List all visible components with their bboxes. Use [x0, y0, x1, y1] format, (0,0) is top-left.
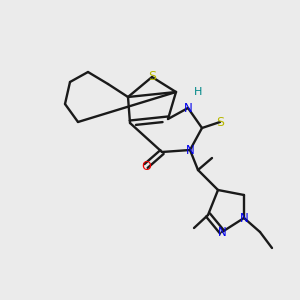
- Text: H: H: [194, 87, 202, 97]
- Text: S: S: [148, 70, 156, 83]
- Text: N: N: [218, 226, 226, 238]
- Text: N: N: [184, 101, 192, 115]
- Text: O: O: [141, 160, 151, 172]
- Text: N: N: [240, 212, 248, 224]
- Text: S: S: [216, 116, 224, 128]
- Text: N: N: [186, 143, 194, 157]
